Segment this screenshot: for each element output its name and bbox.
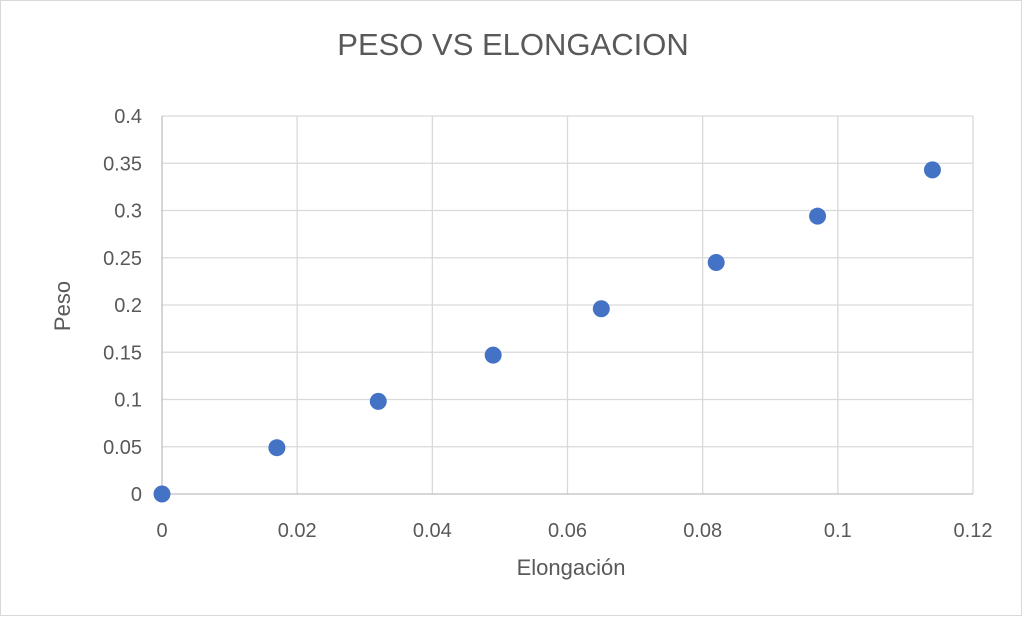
data-point [592, 300, 610, 318]
x-tick-label: 0 [156, 520, 167, 542]
y-tick-label: 0.25 [103, 248, 142, 270]
x-tick-label: 0.08 [683, 520, 722, 542]
data-point [923, 161, 941, 179]
data-point [153, 485, 171, 503]
data-point [484, 346, 502, 364]
x-tick-label: 0.12 [954, 520, 993, 542]
y-tick-label: 0.35 [103, 153, 142, 175]
data-point [369, 392, 387, 410]
chart-title: PESO VS ELONGACION [337, 27, 688, 62]
y-tick-label: 0.15 [103, 342, 142, 364]
y-tick-label: 0.3 [114, 201, 142, 223]
data-points [153, 161, 941, 503]
tick-labels: 0 0.05 0.1 0.15 0.2 0.25 0.3 0.35 0.4 0 0.02 0.04 0.… [103, 106, 992, 542]
y-tick-label: 0.1 [114, 390, 142, 412]
x-axis-title: Elongación [517, 555, 626, 580]
x-tick-label: 0.1 [824, 520, 852, 542]
x-tick-label: 0.04 [413, 520, 452, 542]
x-tick-label: 0.06 [548, 520, 587, 542]
data-point [268, 439, 286, 457]
data-point [809, 207, 827, 225]
y-tick-label: 0.4 [114, 106, 142, 128]
y-tick-label: 0 [131, 484, 142, 506]
data-point [707, 253, 725, 271]
x-tick-label: 0.02 [278, 520, 317, 542]
axes [161, 116, 973, 495]
grid-lines [162, 115, 974, 494]
y-tick-label: 0.05 [103, 437, 142, 459]
y-tick-label: 0.2 [114, 295, 142, 317]
y-axis-title: Peso [50, 281, 75, 331]
